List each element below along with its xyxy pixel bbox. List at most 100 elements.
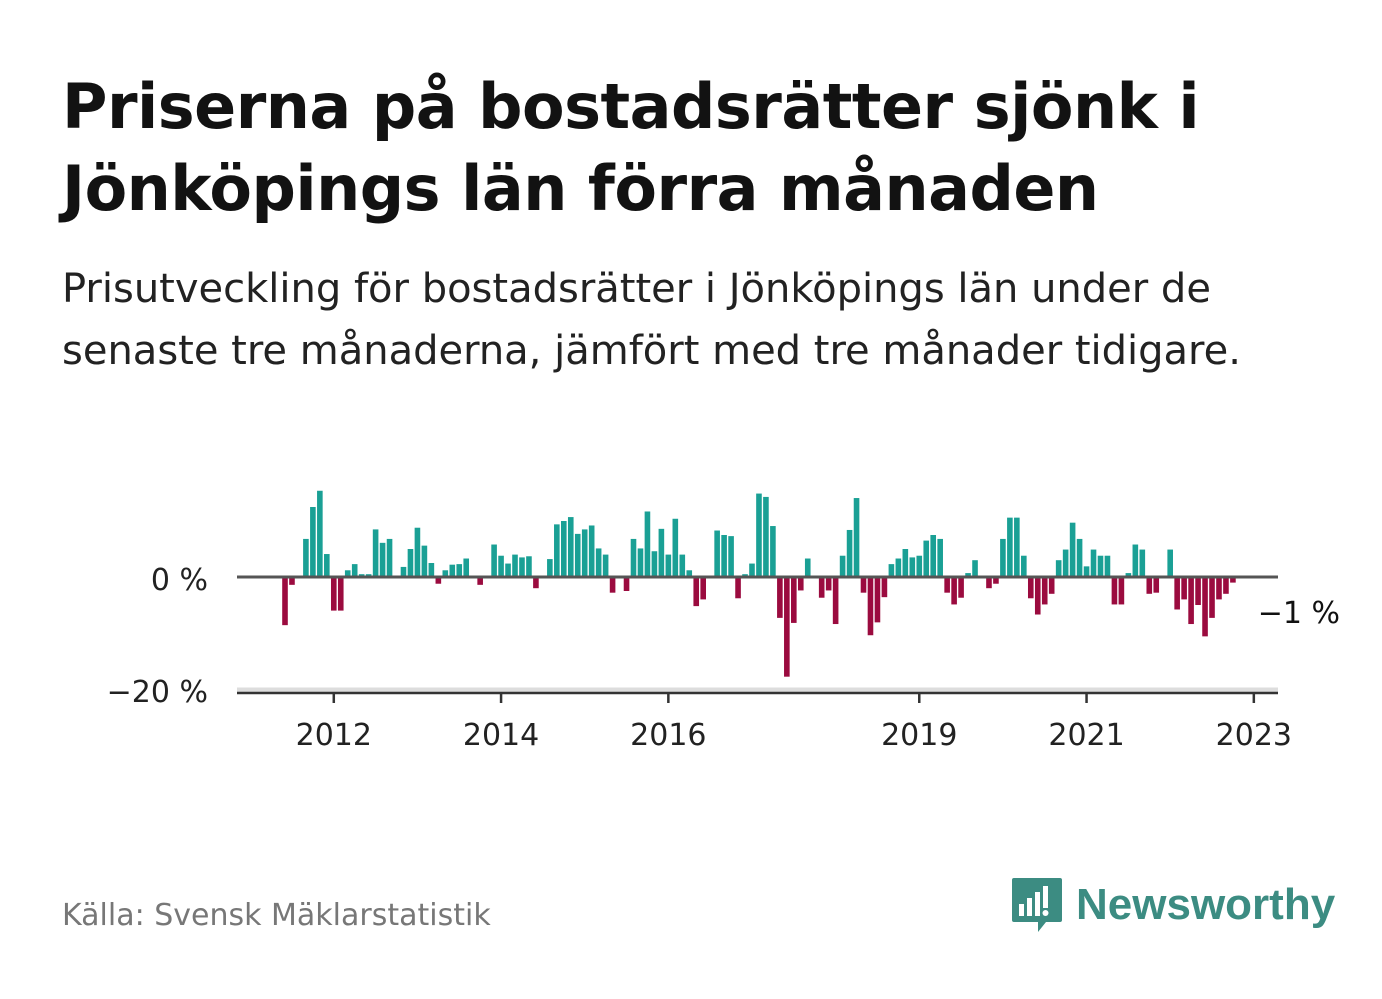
bar [944,577,950,593]
bar [1097,555,1104,577]
bar [1055,560,1062,577]
bar [1021,555,1027,577]
bar [547,559,553,577]
bar [379,542,386,577]
bar [1034,577,1041,615]
bar [526,556,532,577]
newsworthy-logo-icon [1012,878,1062,932]
y-tick-label: −20 % [107,675,208,710]
bar [881,577,888,598]
bar [512,554,518,577]
bar [519,557,525,577]
bar [916,555,923,577]
bar [867,577,874,636]
x-tick-label: 2012 [296,718,372,753]
bar [1125,573,1132,577]
bar [1104,555,1111,577]
x-tick-label: 2023 [1216,718,1292,753]
bar [1090,549,1097,577]
bar [644,511,651,577]
bar [344,570,351,577]
bar [1007,517,1013,577]
bar [428,563,435,577]
x-tick-label: 2021 [1048,718,1124,753]
bar [533,577,539,589]
bar [749,563,755,577]
bar [797,577,804,591]
bar [386,538,393,577]
bar [930,535,937,577]
bar [602,554,609,577]
bar [832,577,839,625]
bar [860,577,867,593]
bar [818,577,825,598]
y-tick-label: 0 % [151,563,208,598]
bar [721,535,727,577]
bar [630,538,637,577]
bar [282,577,288,626]
bar [693,577,700,607]
bar [993,577,999,584]
bar [463,558,470,577]
bar [449,564,456,577]
bar [686,570,693,577]
x-axis: 2012 2014 2016 2019 2021 2023 [296,693,1292,753]
bar [310,507,316,577]
bar [1216,577,1222,600]
bar [784,577,790,677]
bar [895,558,902,577]
bar [407,549,414,577]
bar [1188,577,1194,625]
bar [804,558,811,577]
bar [1146,577,1153,594]
bar [763,496,769,577]
bar [330,577,337,611]
bar [735,577,741,599]
bar [679,554,686,577]
bar [937,538,943,577]
bar [623,577,630,591]
bar [777,577,783,618]
bar [442,570,449,577]
bar [923,540,930,577]
bar [303,538,309,577]
bar [672,518,679,577]
bar [289,577,295,585]
bar [1069,522,1076,577]
bar [888,564,895,577]
bar [421,545,428,577]
bar [574,533,581,577]
x-tick-label: 2019 [881,718,957,753]
bar [435,577,442,584]
chart-title: Priserna på bostadsrätter sjönk i Jönköp… [62,70,1200,225]
bar [561,521,567,577]
bar [1041,577,1048,605]
bar [1118,577,1125,605]
bar [1048,577,1055,594]
bar [1076,538,1083,577]
bar [1230,577,1236,583]
bar [317,490,323,577]
bar [853,498,860,577]
bar [337,577,344,611]
bar [351,564,358,577]
bar [714,530,720,577]
bar [1174,577,1180,610]
bar [1195,577,1201,605]
annotation-layer: −1 % [1255,593,1343,634]
bar [728,536,734,577]
bar [1062,549,1069,577]
bar [874,577,881,623]
bar [1209,577,1215,618]
chart-subtitle: Prisutveckling för bostadsrätter i Jönkö… [62,266,1241,374]
bar [567,517,574,577]
bar [1223,577,1229,594]
bar [825,577,832,591]
bar [986,577,992,589]
bar [491,544,497,577]
bar [595,548,602,577]
bar [456,564,463,577]
bar [972,560,978,577]
bar [588,525,595,577]
last-value-label: −1 % [1258,596,1340,631]
